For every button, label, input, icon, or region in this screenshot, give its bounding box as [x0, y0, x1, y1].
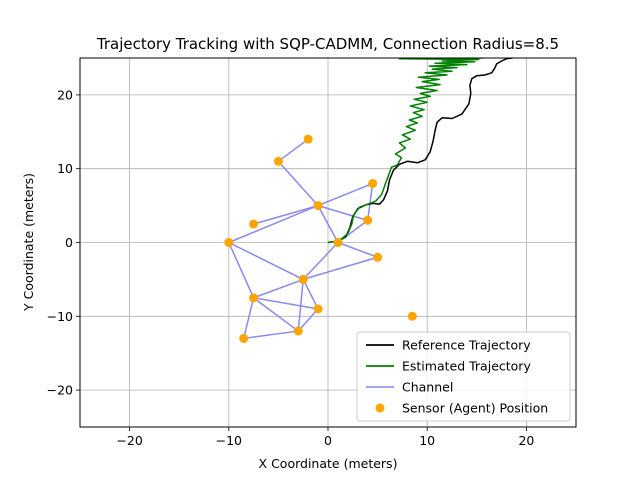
sensor-marker	[363, 215, 373, 225]
y-tick-label: 0	[65, 235, 73, 250]
channel-line	[277, 138, 309, 162]
y-tick-label: 20	[57, 87, 73, 102]
sensor-marker	[249, 219, 259, 229]
y-tick-label: −20	[47, 383, 73, 398]
channel-line	[337, 241, 378, 258]
channel-line	[242, 297, 255, 339]
sensor-marker	[373, 252, 383, 262]
x-tick-label: 20	[518, 433, 534, 448]
x-axis-label: X Coordinate (meters)	[259, 456, 398, 471]
legend-label: Estimated Trajectory	[402, 359, 531, 374]
legend-swatch	[375, 403, 385, 413]
channel-line	[302, 241, 339, 280]
channel-line	[317, 182, 373, 207]
legend: Reference Trajectory Estimated Trajectory…	[356, 331, 571, 422]
channel-line	[253, 278, 304, 299]
channel-line	[253, 297, 319, 310]
x-tick-label: 10	[419, 433, 435, 448]
x-tick-label: −10	[216, 433, 242, 448]
channel-line	[317, 204, 368, 222]
y-axis-label: Y Coordinate (meters)	[21, 173, 36, 312]
sensor-marker	[303, 134, 313, 144]
sensor-marker	[224, 238, 234, 247]
channel-line	[228, 242, 255, 299]
channel-line	[243, 330, 299, 340]
sensor-marker	[239, 333, 249, 343]
channel-line	[297, 308, 319, 332]
chart-title: Trajectory Tracking with SQP-CADMM, Conn…	[96, 35, 559, 53]
channel-line	[302, 279, 319, 310]
y-tick-label: −10	[47, 309, 73, 324]
channel-line	[253, 297, 299, 332]
channel-line	[277, 160, 319, 207]
sensor-marker	[293, 326, 303, 336]
channel-line	[253, 204, 319, 225]
x-tick-label: −20	[116, 433, 142, 448]
channel-line	[317, 205, 339, 243]
sensor-marker	[333, 238, 343, 247]
sensor-marker	[298, 274, 308, 284]
channel-line	[302, 256, 378, 281]
legend-label: Reference Trajectory	[402, 338, 531, 353]
legend-box	[356, 331, 571, 422]
sensor-marker	[313, 201, 323, 211]
sensor-marker	[273, 156, 283, 166]
channel-line	[228, 204, 319, 244]
legend-label: Channel	[402, 380, 453, 395]
sensor-marker	[407, 311, 417, 321]
channel-line	[228, 241, 304, 281]
sensor-marker	[249, 293, 259, 303]
sensor-marker	[368, 178, 378, 188]
sensor-marker	[313, 304, 323, 314]
legend-label: Sensor (Agent) Position	[402, 401, 548, 416]
channel-line	[366, 183, 374, 221]
axis-ticks: −20 −10 0 10 20 −20 −10 0 10 20	[47, 87, 535, 448]
x-tick-label: 0	[324, 433, 332, 448]
plot-area	[224, 58, 513, 343]
estimated-trajectory-line	[327, 58, 483, 244]
y-tick-label: 10	[57, 161, 73, 176]
